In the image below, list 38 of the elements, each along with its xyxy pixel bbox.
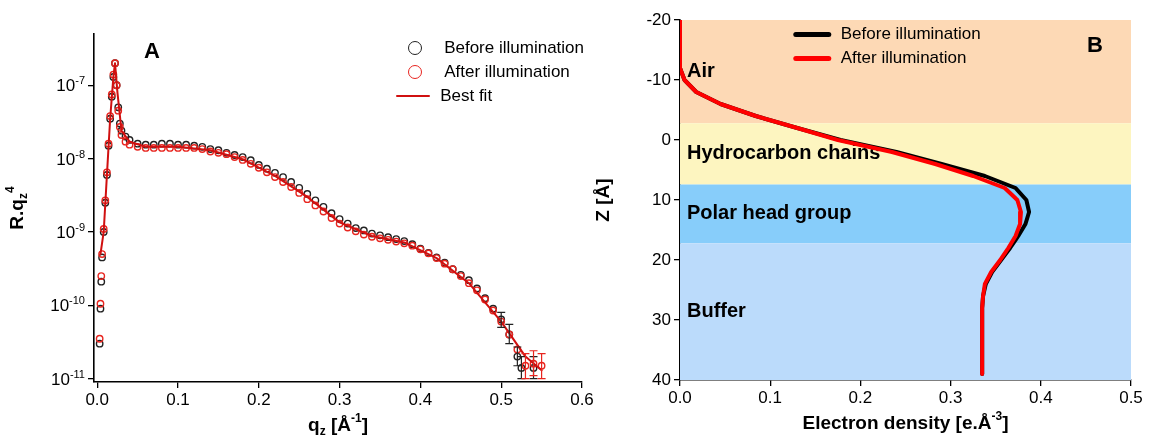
x-tick-label: 0.5 <box>489 390 514 409</box>
y-tick-label: -10 <box>646 69 671 89</box>
band-label: Buffer <box>687 299 747 322</box>
legend-label: After illumination <box>444 62 570 82</box>
y-tick-label: -20 <box>646 9 671 29</box>
x-tick-label: 0.3 <box>938 388 963 407</box>
x-tick-label: 0.5 <box>1119 388 1143 407</box>
x-tick-label: 0.2 <box>848 388 873 407</box>
x-tick-label: 0.0 <box>668 388 692 407</box>
x-tick-label: 0.1 <box>758 388 783 407</box>
annotation: A <box>144 38 160 64</box>
legend-label: Before illumination <box>840 24 981 44</box>
y-tick-label: 20 <box>652 249 671 269</box>
y-tick-label: 0 <box>661 129 671 149</box>
y-tick-label: 10$^{-9}$ <box>56 220 85 242</box>
y-tick-label: 10$^{-7}$ <box>56 73 85 95</box>
band-label: Hydrocarbon chains <box>687 141 881 164</box>
legend-label: Best fit <box>440 86 493 106</box>
x-tick-label: 0.6 <box>570 390 594 409</box>
x-tick-label: 0.2 <box>246 390 271 409</box>
y-tick-label: 10 <box>652 189 671 209</box>
x-tick-label: 0.4 <box>408 390 433 409</box>
legend-label: Before illumination <box>444 38 584 58</box>
x-tick-label: 0.4 <box>1028 388 1053 407</box>
y-tick-label: 40 <box>652 369 671 389</box>
x-tick-label: 0.1 <box>166 390 190 409</box>
y-tick-label: 10$^{-10}$ <box>50 293 85 315</box>
y-tick-label: 30 <box>652 309 671 329</box>
x-tick-label: 0.3 <box>327 390 352 409</box>
y-tick-label: 10$^{-11}$ <box>50 367 85 389</box>
y-axis-title: R.qz4 <box>3 186 31 230</box>
x-tick-label: 0.0 <box>85 390 110 409</box>
legend-label: After illumination <box>840 48 967 68</box>
annotation: B <box>1087 32 1103 58</box>
band-label: Air <box>687 59 715 82</box>
y-axis-title: Z [Å] <box>592 178 614 222</box>
y-tick-label: 10$^{-8}$ <box>56 147 85 169</box>
band-label: Polar head group <box>687 201 852 224</box>
